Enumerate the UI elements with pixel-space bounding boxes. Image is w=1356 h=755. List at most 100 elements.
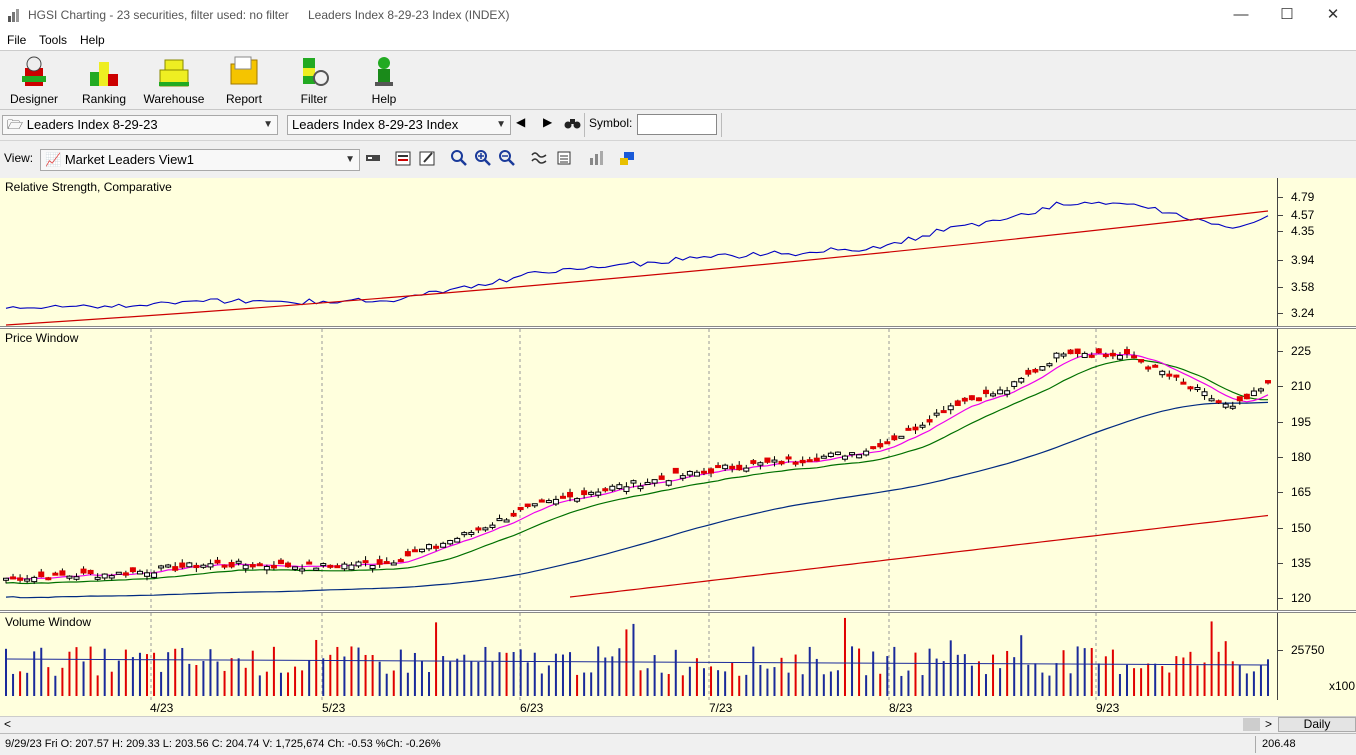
zoom-in-icon[interactable] (474, 149, 492, 167)
scroll-left-button[interactable]: < (4, 717, 12, 731)
volume-bar (1118, 674, 1121, 696)
scroll-right-button[interactable]: > (1265, 717, 1273, 731)
volume-bar (752, 646, 755, 696)
candle-body (1123, 349, 1130, 355)
next-arrow-icon[interactable]: ▶ (543, 115, 553, 129)
candle-body (235, 560, 242, 564)
volume-bar (759, 664, 762, 696)
candle-body (982, 389, 989, 395)
candle-body (503, 519, 510, 523)
volume-bar (1238, 665, 1241, 696)
candle-body (912, 426, 919, 431)
price-chart (3, 329, 1271, 610)
menu-help[interactable]: Help (80, 33, 105, 47)
volume-bar (808, 646, 811, 696)
list-select[interactable]: 🗁 Leaders Index 8-29-23 ▼ (2, 115, 278, 135)
volume-bar (766, 668, 769, 696)
volume-bar (392, 670, 395, 696)
security-select[interactable]: Leaders Index 8-29-23 Index ▼ (287, 115, 511, 135)
candle-body (1222, 403, 1229, 408)
volume-bar (442, 656, 445, 696)
candle-body (764, 457, 771, 463)
volume-bar (1125, 664, 1128, 696)
volume-bar (519, 649, 522, 696)
volume-bar (124, 649, 127, 696)
price-tick: 165 (1277, 485, 1312, 499)
chevron-down-icon: ▼ (496, 119, 506, 130)
rs-tick: 3.94 (1277, 253, 1315, 267)
prev-arrow-icon[interactable]: ◀ (516, 115, 526, 129)
paint-icon[interactable] (618, 149, 636, 167)
candle-body (1039, 366, 1046, 371)
edit-icon[interactable] (418, 149, 436, 167)
volume-bar (1090, 647, 1093, 696)
maximize-button[interactable]: ☐ (1280, 6, 1294, 23)
candle-body (45, 577, 52, 581)
list-icon[interactable] (555, 149, 573, 167)
candle-body (658, 475, 665, 480)
candle-body (122, 572, 129, 576)
minimize-button[interactable]: — (1233, 6, 1249, 23)
volume-bar (935, 658, 938, 696)
view-options-icon[interactable] (364, 149, 382, 167)
wave-icon[interactable] (530, 149, 548, 167)
menu-bar: File Tools Help (0, 30, 1356, 51)
volume-bar (646, 668, 649, 696)
bar-chart-icon[interactable] (587, 149, 605, 167)
volume-bar (287, 672, 290, 696)
moving-average-200 (569, 514, 1269, 598)
candle-body (136, 570, 143, 575)
scroll-thumb[interactable] (1243, 718, 1260, 731)
volume-panel: Volume Window 25750 x100 (0, 613, 1356, 700)
help-button[interactable]: Help (352, 53, 416, 107)
volume-bar (505, 652, 508, 696)
designer-button[interactable]: Designer (2, 53, 66, 107)
candle-body (1116, 354, 1123, 360)
candle-body (397, 559, 404, 563)
binoculars-icon[interactable] (564, 116, 581, 130)
candle-body (327, 564, 334, 568)
candle-body (320, 563, 327, 567)
filter-button[interactable]: Filter (282, 53, 346, 107)
volume-bar (829, 671, 832, 696)
price-tick: 210 (1277, 379, 1312, 393)
candle-body (383, 561, 390, 565)
volume-bar (435, 622, 438, 696)
period-button[interactable]: Daily (1278, 717, 1356, 732)
volume-bar (96, 675, 99, 696)
close-button[interactable]: ✕ (1326, 6, 1340, 23)
volume-bar (1252, 671, 1255, 696)
horizontal-scrollbar[interactable]: < > Daily (0, 716, 1356, 733)
candle-body (129, 567, 136, 573)
warehouse-button[interactable]: Warehouse (142, 53, 206, 107)
volume-bar (251, 650, 254, 696)
moving-average-50 (5, 401, 1269, 599)
symbol-input[interactable] (637, 114, 717, 135)
candle-body (1053, 352, 1060, 359)
volume-bar (865, 675, 868, 696)
zoom-out-icon[interactable] (498, 149, 516, 167)
report-icon (230, 56, 258, 85)
panel-divider[interactable] (0, 610, 1356, 613)
candle-body (249, 564, 256, 568)
menu-file[interactable]: File (7, 33, 27, 47)
date-axis: 4/23 5/23 6/23 7/23 8/23 9/23 (0, 700, 1356, 716)
candle-body (1074, 348, 1081, 355)
volume-bar (258, 675, 261, 696)
report-button[interactable]: Report (212, 53, 276, 107)
volume-bar (1161, 666, 1164, 696)
candle-body (637, 485, 644, 490)
view-select[interactable]: 📈 Market Leaders View1 ▼ (40, 149, 360, 171)
search-icon[interactable] (450, 149, 468, 167)
candle-body (827, 452, 834, 458)
panel-divider[interactable] (0, 326, 1356, 329)
volume-bar (470, 661, 473, 696)
volume-bar (195, 665, 198, 696)
candle-body (404, 551, 411, 557)
candle-body (1152, 364, 1159, 368)
candle-body (426, 544, 433, 550)
ranking-button[interactable]: Ranking (72, 53, 136, 107)
volume-bar (999, 668, 1002, 696)
properties-icon[interactable] (394, 149, 412, 167)
menu-tools[interactable]: Tools (39, 33, 68, 47)
